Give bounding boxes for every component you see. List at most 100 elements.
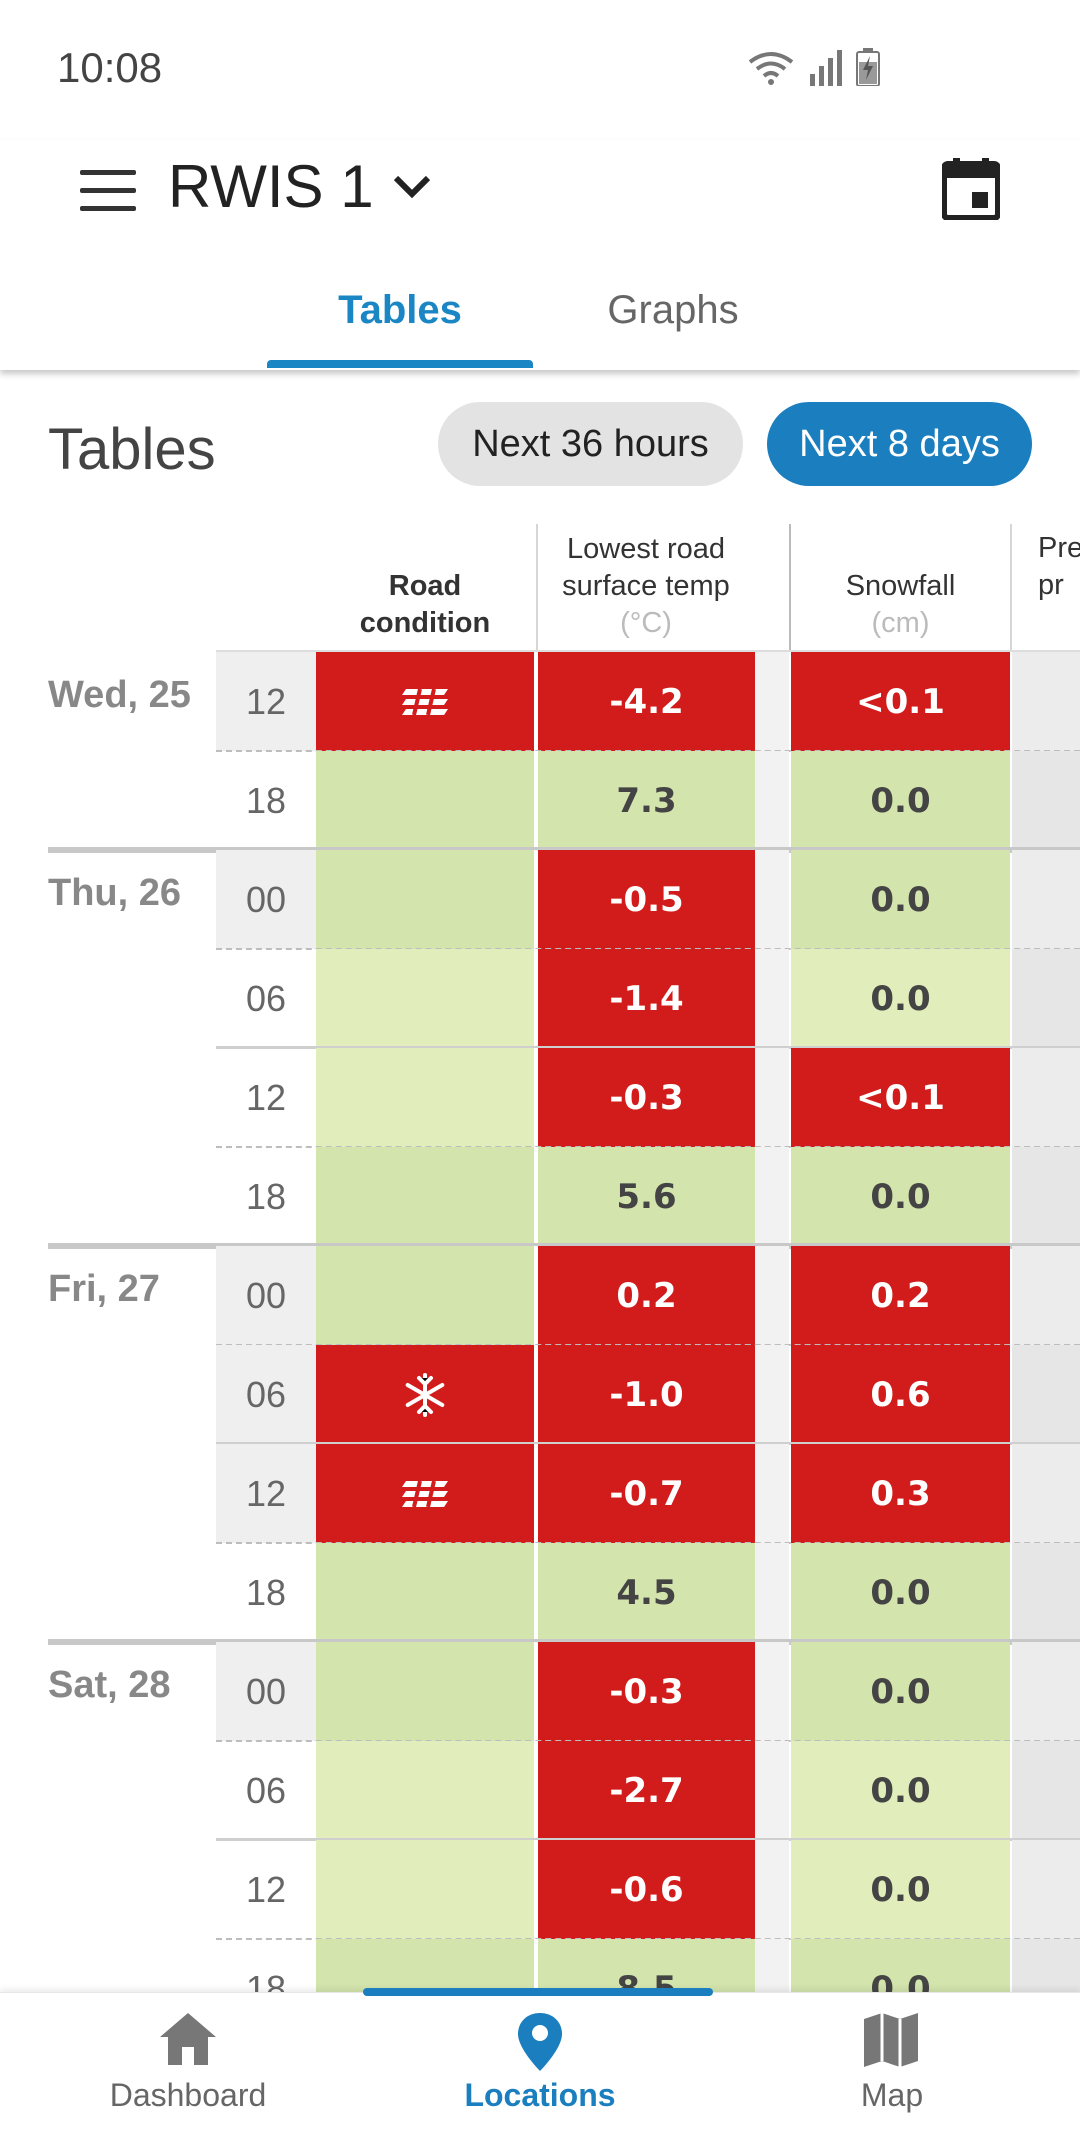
snowfall-cell[interactable]: 0.0 [791,1543,1010,1642]
precipitation-cell[interactable] [1012,1642,1080,1741]
snowfall-cell[interactable]: 0.0 [791,1741,1010,1840]
hour-label: 12 [216,652,316,751]
header-label: surface temp [562,570,730,602]
column-gap [755,1741,789,1840]
precipitation-cell[interactable] [1012,1741,1080,1840]
precipitation-cell[interactable] [1012,1543,1080,1642]
column-gap [755,1246,789,1345]
precipitation-cell[interactable] [1012,1147,1080,1246]
status-bar: 10:08 [0,0,1080,140]
precipitation-cell[interactable] [1012,751,1080,850]
road-condition-cell[interactable] [316,1345,534,1444]
lowest-temp-cell[interactable]: -1.4 [538,949,755,1048]
snowfall-cell[interactable]: 0.0 [791,850,1010,949]
nav-dashboard[interactable]: Dashboard [38,1993,338,2136]
precipitation-cell[interactable] [1012,1939,1080,1992]
lowest-temp-cell[interactable]: 4.5 [538,1543,755,1642]
tab-graphs[interactable]: Graphs [607,288,739,332]
road-condition-cell[interactable] [316,1444,534,1543]
hour-label: 00 [216,850,316,949]
road-condition-cell[interactable] [316,1939,534,1992]
snowfall-cell[interactable]: 0.0 [791,1840,1010,1939]
road-condition-cell[interactable] [316,1246,534,1345]
snowfall-cell[interactable]: 0.2 [791,1246,1010,1345]
lowest-temp-cell[interactable]: -2.7 [538,1741,755,1840]
section-title: Tables [48,417,216,482]
lowest-temp-cell[interactable]: -1.0 [538,1345,755,1444]
location-selector[interactable]: RWIS 1 [168,152,432,221]
road-condition-cell[interactable] [316,652,534,751]
precipitation-cell[interactable] [1012,1048,1080,1147]
road-condition-cell[interactable] [316,1741,534,1840]
column-gap [534,751,538,850]
lowest-temp-cell[interactable]: 0.2 [538,1246,755,1345]
column-gap [534,1840,538,1939]
lowest-temp-cell[interactable]: -0.3 [538,1048,755,1147]
precipitation-cell[interactable] [1012,652,1080,751]
lowest-temp-cell[interactable]: 7.3 [538,751,755,850]
tab-tables[interactable]: Tables [338,288,462,332]
day-label: Wed, 25 [48,674,191,716]
road-condition-cell[interactable] [316,1840,534,1939]
nav-label: Dashboard [109,2077,267,2113]
nav-label: Locations [464,2077,616,2113]
snowfall-cell[interactable]: 0.3 [791,1444,1010,1543]
road-condition-cell[interactable] [316,1642,534,1741]
nav-locations[interactable]: Locations [390,1993,690,2136]
hamburger-menu-icon[interactable] [80,170,136,214]
snowfall-cell[interactable]: <0.1 [791,652,1010,751]
hour-label: 06 [245,977,287,1019]
road-condition-cell[interactable] [316,1048,534,1147]
lowest-temp-cell[interactable]: -0.3 [538,1642,755,1741]
precipitation-cell[interactable] [1012,1345,1080,1444]
snowfall-cell[interactable]: 0.0 [791,1642,1010,1741]
icy-road-icon [400,1479,450,1509]
snowfall-cell[interactable]: <0.1 [791,1048,1010,1147]
precipitation-cell[interactable] [1012,850,1080,949]
map-icon [864,2013,918,2067]
table-row: 06 -2.7 0.0 [0,1741,1080,1840]
snowfall-cell[interactable]: 0.0 [791,751,1010,850]
lowest-temp-cell[interactable]: 5.6 [538,1147,755,1246]
lowest-temp-cell[interactable]: 8.5 [538,1939,755,1992]
hour-label: 12 [245,1076,287,1118]
lowest-temp-cell[interactable]: -4.2 [538,652,755,751]
snowfall-cell[interactable]: 0.0 [791,949,1010,1048]
snowfall-cell[interactable]: 0.0 [791,1147,1010,1246]
hour-label: 06 [245,1769,287,1811]
lowest-temp-cell[interactable]: -0.7 [538,1444,755,1543]
next-8-days-button[interactable]: Next 8 days [767,402,1032,486]
precipitation-cell[interactable] [1012,1840,1080,1939]
row-separator [216,1046,1080,1049]
next-36-hours-button[interactable]: Next 36 hours [438,402,743,486]
column-gap [755,1642,789,1741]
column-gap [755,949,789,1048]
table-row: 18 8.5 0.0 [0,1939,1080,1992]
column-gap [534,1741,538,1840]
column-gap [755,1444,789,1543]
table-row: 18 5.6 0.0 [0,1147,1080,1246]
snowfall-cell[interactable]: 0.0 [791,1939,1010,1992]
precipitation-cell[interactable] [1012,949,1080,1048]
column-precipitation-partial: Pre pr [1012,524,1080,652]
day-label: Thu, 26 [48,872,182,914]
road-condition-cell[interactable] [316,1147,534,1246]
snowfall-cell[interactable]: 0.6 [791,1345,1010,1444]
lowest-temp-cell[interactable]: -0.5 [538,850,755,949]
road-condition-cell[interactable] [316,850,534,949]
road-condition-cell[interactable] [316,751,534,850]
precipitation-cell[interactable] [1012,1246,1080,1345]
column-gap [755,1147,789,1246]
road-condition-cell[interactable] [316,949,534,1048]
calendar-icon[interactable] [942,158,1000,220]
road-condition-cell[interactable] [316,1543,534,1642]
header-label: condition [359,607,491,639]
column-gap [534,850,538,949]
column-gap [534,1939,538,1992]
lowest-temp-cell[interactable]: -0.6 [538,1840,755,1939]
hour-label: 12 [216,1444,316,1543]
forecast-table: Wed, 25 12 -4.2 <0.1 18 7.3 0.0 Thu, 26 00 -0.5 0.… [0,652,1080,1992]
column-gap [534,1444,538,1543]
precipitation-cell[interactable] [1012,1444,1080,1543]
nav-map[interactable]: Map [742,1993,1042,2136]
